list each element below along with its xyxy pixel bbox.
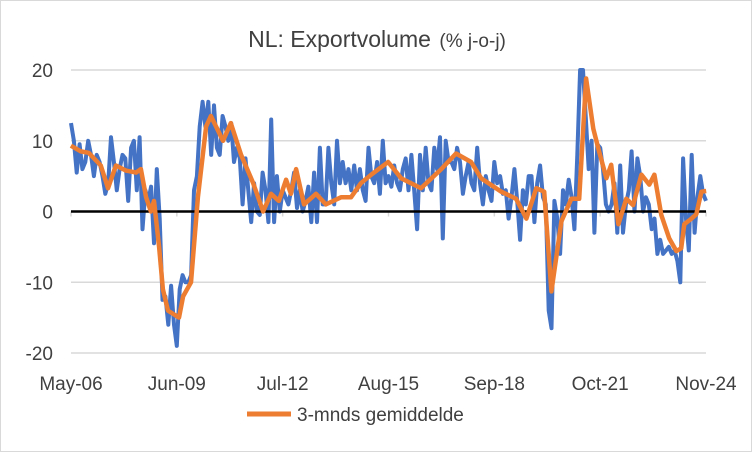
chart-title-unit: (% j-o-j) [439, 31, 506, 52]
legend: 3-mnds gemiddelde [247, 405, 464, 426]
y-tick-label: 10 [32, 132, 53, 153]
legend-label-avg: 3-mnds gemiddelde [297, 405, 464, 426]
x-tick-label: Jul-12 [257, 374, 309, 395]
y-tick-label: -20 [26, 344, 53, 365]
chart-title-main: NL: Exportvolume [248, 26, 431, 52]
x-tick-label: May-06 [39, 374, 102, 395]
series-3m-avg-line [69, 76, 707, 320]
x-tick-label: Sep-18 [464, 374, 525, 395]
y-tick-label: 20 [32, 61, 53, 82]
x-tick-label: Nov-24 [675, 374, 737, 395]
chart-title: NL: Exportvolume (% j-o-j) [248, 26, 506, 52]
x-tick-label: Aug-15 [358, 374, 419, 395]
y-tick-label: 0 [42, 203, 53, 224]
x-tick-label: Jun-09 [148, 374, 206, 395]
y-tick-label: -10 [26, 273, 53, 294]
x-tick-label: Oct-21 [572, 374, 629, 395]
